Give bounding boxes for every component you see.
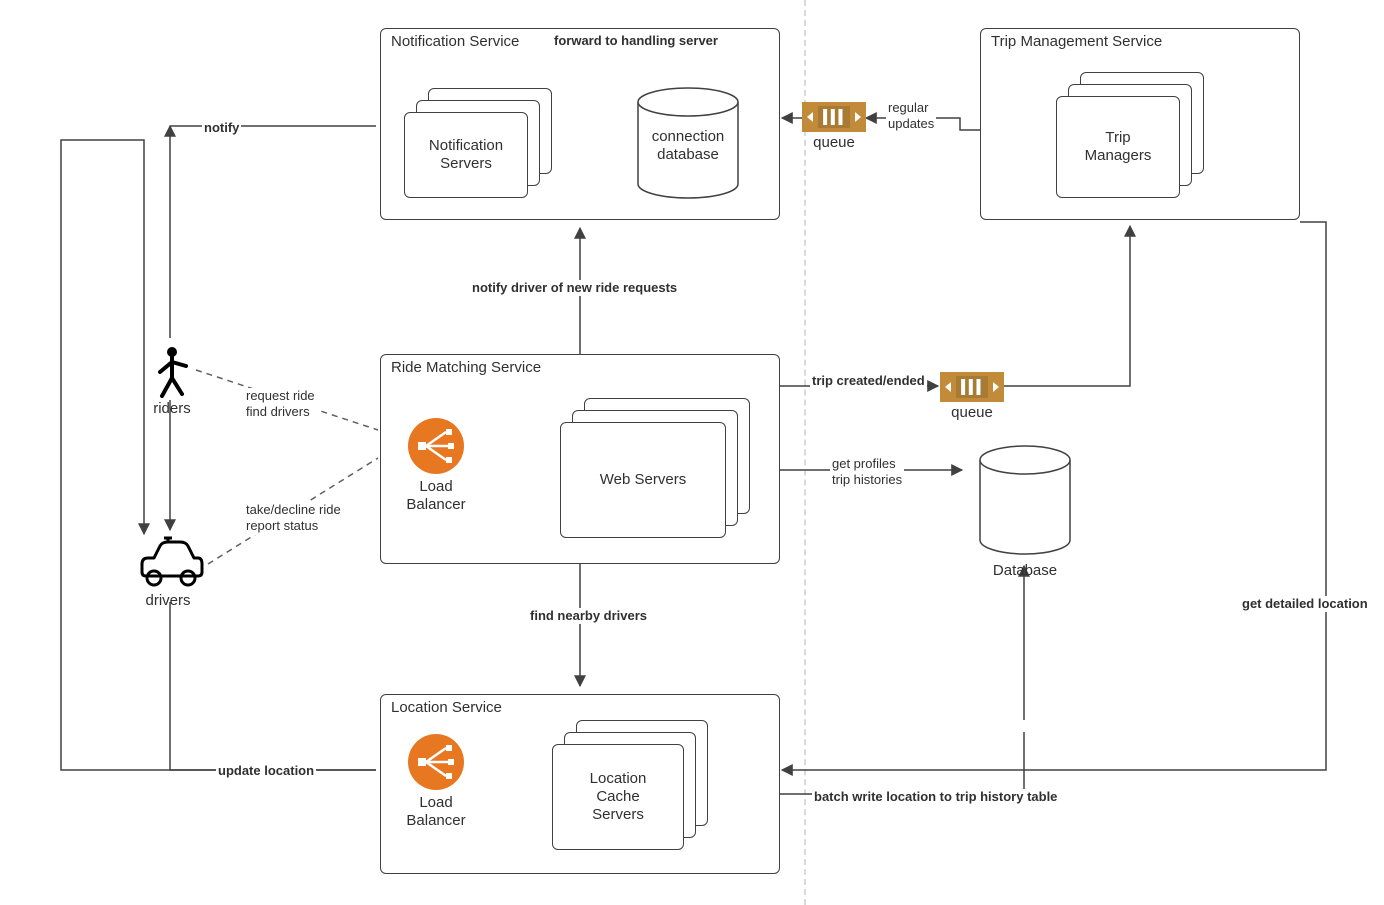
riders-label: riders	[142, 400, 202, 417]
edge-label-take: take/decline ride report status	[244, 502, 343, 535]
riders-actor: riders	[142, 344, 202, 405]
load-balancer-location: LoadBalancer	[406, 732, 466, 797]
trip-managers-stack: Trip Managers	[1056, 72, 1204, 198]
main-database-label: Database	[970, 562, 1080, 580]
queue-2: queue	[940, 372, 1004, 407]
notification-service-title: Notification Service	[391, 33, 519, 50]
edge-label-profiles: get profiles trip histories	[830, 456, 904, 489]
drivers-actor: drivers	[128, 536, 208, 597]
edge-label-batch: batch write location to trip history tab…	[812, 789, 1059, 805]
edge-label-notify_driver: notify driver of new ride requests	[470, 280, 679, 296]
connection-database: connection database	[628, 84, 748, 202]
queue-1: queue	[802, 102, 866, 137]
edge-label-notify: notify	[202, 120, 241, 136]
notification-servers-stack: Notification Servers	[404, 88, 552, 198]
location-service-title: Location Service	[391, 699, 502, 716]
edge-label-regular: regular updates	[886, 100, 936, 133]
load-balancer-ride: LoadBalancer	[406, 416, 466, 481]
edge-label-update_loc: update location	[216, 763, 316, 779]
web-servers-stack: Web Servers	[560, 398, 750, 538]
connection-database-label: connection database	[628, 128, 748, 164]
edge-label-get_det: get detailed location	[1240, 596, 1370, 612]
edge-label-trip_created: trip created/ended	[810, 373, 927, 389]
trip-management-service-title: Trip Management Service	[991, 33, 1162, 50]
location-cache-servers-stack: Location Cache Servers	[552, 720, 708, 850]
edge-label-request: request ride find drivers	[244, 388, 317, 421]
edge-label-forward: forward to handling server	[552, 33, 720, 49]
main-database: Database	[970, 442, 1080, 558]
ride-matching-service-title: Ride Matching Service	[391, 359, 541, 376]
edge-label-find_nearby: find nearby drivers	[528, 608, 649, 624]
drivers-label: drivers	[128, 592, 208, 609]
